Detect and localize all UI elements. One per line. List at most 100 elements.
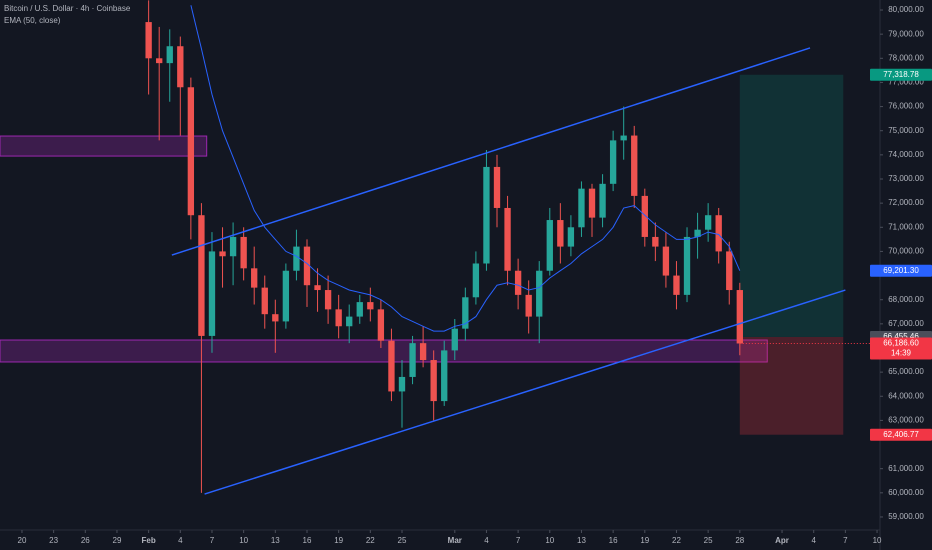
y-tick-label: 70,000.00 (888, 247, 924, 256)
y-tick-label: 76,000.00 (888, 102, 924, 111)
price-tag-label: 66,186.60 (883, 339, 919, 348)
stop-zone (739, 336, 844, 435)
x-tick-label: 7 (516, 536, 521, 545)
candle-body (620, 135, 627, 141)
y-tick-label: 74,000.00 (888, 150, 924, 159)
x-tick-label: 20 (18, 536, 27, 545)
candle-body (145, 22, 152, 59)
zone (0, 135, 208, 157)
candle-body (156, 58, 163, 64)
candle-body (177, 46, 184, 88)
target-zone (739, 74, 844, 337)
candle-body (726, 251, 733, 291)
x-tick-label: Apr (775, 536, 789, 545)
x-tick-label: 22 (366, 536, 375, 545)
candle-body (229, 236, 237, 257)
y-tick-label: 77,000.00 (888, 78, 924, 87)
price-tag-label: 69,201.30 (883, 266, 919, 275)
y-tick-label: 78,000.00 (888, 53, 924, 62)
candle-body (557, 220, 564, 247)
candle-body (398, 376, 406, 392)
candle-body (567, 227, 575, 247)
x-tick-label: 26 (81, 536, 90, 545)
candle-body (483, 166, 490, 264)
y-tick-label: 80,000.00 (888, 5, 924, 14)
price-tag-label: 62,406.77 (883, 430, 919, 439)
candle-body (462, 297, 469, 329)
trendline (204, 289, 846, 495)
candle-body (346, 316, 353, 327)
x-tick-label: 4 (811, 536, 816, 545)
price-tag (870, 68, 932, 81)
candle-body (240, 236, 247, 269)
x-tick-label: 13 (577, 536, 586, 545)
y-tick-label: 63,000.00 (888, 416, 924, 425)
y-tick-label: 60,000.00 (888, 488, 924, 497)
candle-body (472, 263, 480, 298)
x-tick-label: Feb (142, 536, 156, 545)
candle-body (609, 140, 617, 184)
x-tick-label: 10 (873, 536, 882, 545)
x-tick-label: 4 (178, 536, 183, 545)
candle-body (335, 309, 342, 327)
candle-body (631, 135, 638, 196)
candle-body (419, 343, 427, 361)
candle-body (166, 46, 173, 64)
x-tick-label: Mar (448, 536, 462, 545)
y-tick-label: 59,000.00 (888, 512, 924, 521)
y-tick-label: 72,000.00 (888, 198, 924, 207)
candle-body (514, 270, 522, 295)
candle-body (187, 87, 195, 216)
y-tick-label: 75,000.00 (888, 126, 924, 135)
candle-body (504, 207, 511, 271)
candle-body (525, 294, 532, 317)
candle-body (251, 268, 258, 288)
x-tick-label: 25 (398, 536, 407, 545)
candle-body (272, 314, 279, 322)
trendline (171, 47, 811, 256)
candle-body (715, 215, 722, 252)
candle-body (219, 251, 226, 257)
candle-body (388, 340, 395, 392)
candle-body (198, 215, 205, 336)
candle-body (377, 309, 385, 341)
candle-body (409, 343, 416, 377)
y-tick-label: 61,000.00 (888, 464, 924, 473)
x-tick-label: 29 (113, 536, 122, 545)
countdown-label: 14:39 (891, 349, 912, 358)
candle-body (356, 302, 363, 317)
candle-body (588, 188, 596, 218)
candle-body (694, 229, 701, 237)
candle-body (599, 183, 606, 218)
candle-body (736, 290, 743, 344)
candle-body (324, 290, 332, 310)
candle-body (367, 302, 374, 310)
x-tick-label: 4 (484, 536, 489, 545)
x-tick-label: 16 (303, 536, 312, 545)
candle-body (282, 270, 290, 322)
price-tag (870, 428, 932, 441)
x-tick-label: 10 (545, 536, 554, 545)
x-tick-label: 22 (672, 536, 681, 545)
plot-area (0, 0, 880, 495)
x-tick-label: 7 (843, 536, 848, 545)
candle-body (451, 328, 458, 351)
candle-body (662, 246, 670, 276)
candle-body (261, 287, 268, 315)
candle-body (641, 195, 648, 237)
x-tick-label: 19 (640, 536, 649, 545)
x-tick-label: 23 (49, 536, 58, 545)
candle-body (293, 246, 300, 271)
candle-body (683, 236, 691, 295)
candle-body (673, 275, 680, 295)
x-tick-label: 13 (271, 536, 280, 545)
candle-body (314, 285, 321, 291)
x-tick-label: 16 (609, 536, 618, 545)
x-tick-label: 28 (735, 536, 744, 545)
candle-body (536, 270, 543, 317)
y-tick-label: 67,000.00 (888, 319, 924, 328)
y-tick-label: 79,000.00 (888, 29, 924, 38)
